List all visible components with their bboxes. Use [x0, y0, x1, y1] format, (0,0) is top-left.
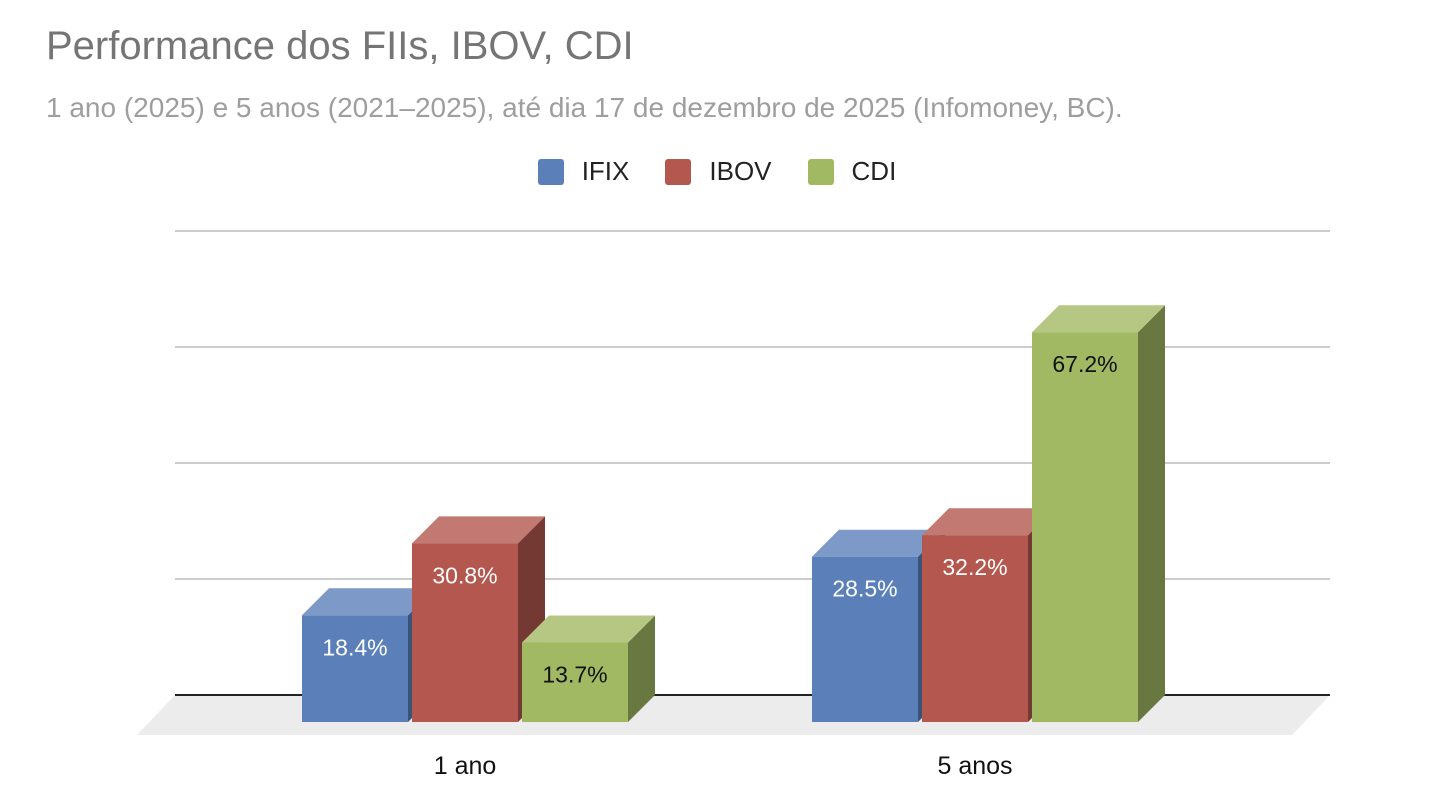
bar-top-ibov-1 [922, 508, 1055, 536]
bar-side-cdi-0 [628, 615, 655, 722]
legend-item-ifix: IFIX [537, 156, 630, 187]
category-label-1: 5 anos [937, 752, 1012, 780]
legend-label-ifix: IFIX [581, 156, 630, 186]
bar-top-ifix-1 [812, 529, 945, 557]
bar-top-ibov-0 [412, 516, 545, 544]
data-label-cdi-0: 13.7% [542, 662, 607, 688]
data-label-ibov-0: 30.8% [432, 562, 497, 588]
legend-label-cdi: CDI [851, 156, 897, 186]
bar-top-ifix-0 [302, 588, 435, 616]
bar-cdi-0 [522, 642, 628, 722]
legend-swatch-cdi [807, 158, 834, 185]
bar-side-cdi-1 [1138, 305, 1165, 722]
legend-item-cdi: CDI [807, 156, 897, 187]
chart-subtitle: 1 ano (2025) e 5 anos (2021–2025), até d… [46, 92, 1123, 123]
data-label-ibov-1: 32.2% [942, 554, 1007, 580]
legend-label-ibov: IBOV [709, 156, 772, 186]
bar-ifix-0 [302, 615, 408, 722]
data-label-cdi-1: 67.2% [1052, 351, 1117, 377]
legend-swatch-ibov [665, 158, 692, 185]
data-label-ifix-1: 28.5% [832, 576, 897, 602]
chart-legend: IFIX IBOV CDI [0, 156, 1434, 187]
bar-ibov-1 [922, 535, 1028, 722]
category-label-0: 1 ano [434, 752, 497, 780]
legend-item-ibov: IBOV [665, 156, 772, 187]
bar-ifix-1 [812, 556, 918, 722]
bar-top-cdi-1 [1032, 305, 1165, 333]
bar-top-cdi-0 [522, 615, 655, 643]
legend-swatch-ifix [537, 158, 564, 185]
bar-ibov-0 [412, 543, 518, 722]
bar-cdi-1 [1032, 332, 1138, 722]
data-label-ifix-0: 18.4% [322, 634, 387, 660]
chart-title: Performance dos FIIs, IBOV, CDI [46, 24, 634, 68]
